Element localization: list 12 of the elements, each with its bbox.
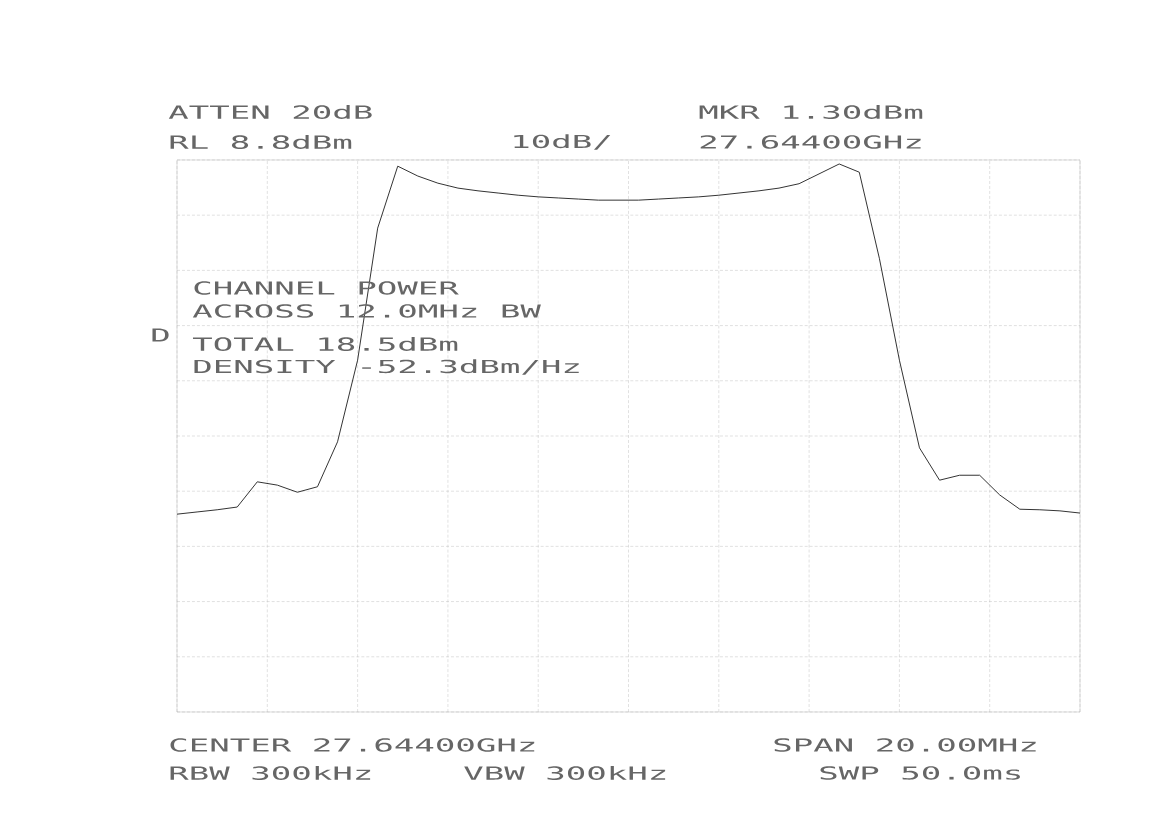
- text: SPAN 20.00MHz: [774, 738, 1036, 752]
- text: D: [152, 328, 169, 342]
- text: ATTEN 20dB: [168, 105, 372, 119]
- text: 10dB/: [514, 134, 611, 150]
- text: SWP 50.0ms: [820, 766, 1020, 780]
- text: RL 8.8dBm: [170, 135, 352, 149]
- text: MKR 1.30dBm: [699, 105, 923, 119]
- text: RBW 300kHz: [170, 766, 371, 780]
- annotation: DENSITY -52.3dBm/Hz: [194, 359, 579, 375]
- text: CENTER 27.64400GHz: [170, 738, 535, 752]
- text: VBW 300kHz: [464, 766, 666, 780]
- text: 27.64400GHz: [700, 135, 921, 149]
